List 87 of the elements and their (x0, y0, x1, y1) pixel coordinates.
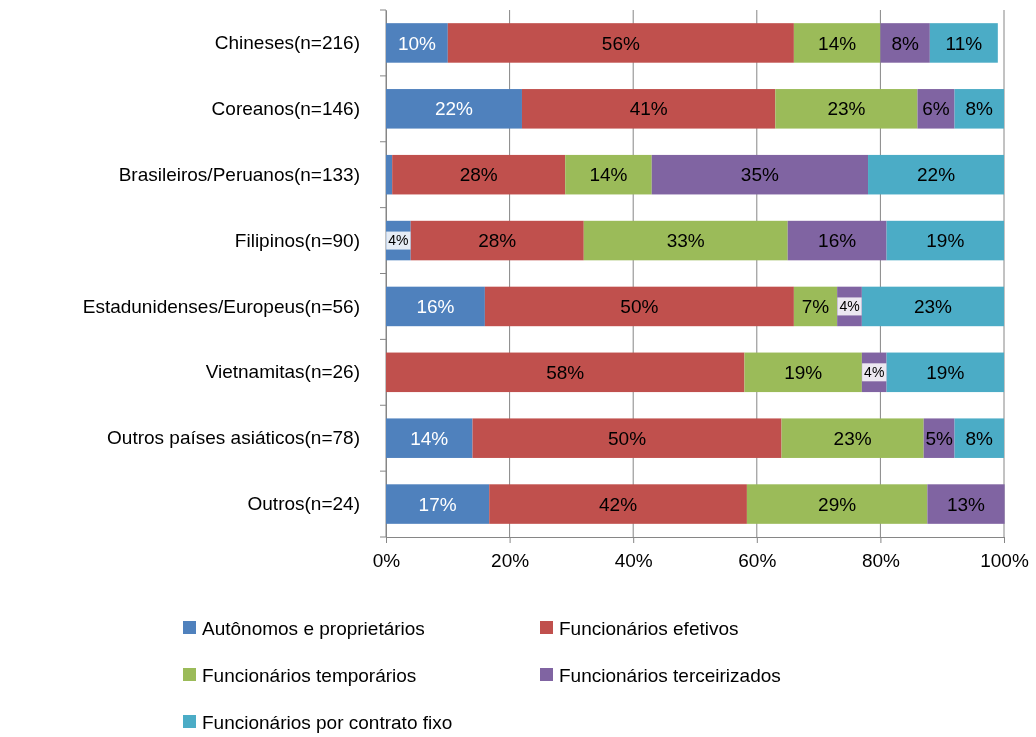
data-label: 5% (925, 427, 953, 449)
bar (386, 484, 490, 524)
bar (583, 220, 788, 261)
data-label: 13% (946, 493, 986, 515)
x-tick-label: 60% (738, 549, 777, 571)
data-label: 41% (629, 98, 668, 120)
data-label: 28% (478, 230, 517, 252)
y-tick-label: Brasileiros/Peruanos(n=133) (118, 163, 360, 185)
data-label: 4% (839, 298, 860, 315)
bar (861, 286, 1004, 327)
data-label: 14% (818, 32, 857, 54)
bar (746, 484, 928, 524)
legend-label: Funcionários temporários (202, 664, 417, 686)
data-label: 22% (917, 164, 956, 186)
bar (447, 23, 794, 63)
bar (386, 418, 473, 458)
x-tick-label: 20% (491, 549, 530, 571)
data-label: 8% (965, 427, 994, 449)
bar (886, 352, 1004, 393)
data-label: 56% (601, 32, 640, 54)
data-label: 10% (397, 32, 437, 54)
bar (484, 286, 794, 327)
bar (880, 23, 930, 63)
x-tick-label: 100% (980, 549, 1029, 571)
bar (868, 154, 1004, 195)
bar (927, 484, 1005, 524)
data-label: 23% (913, 296, 953, 318)
data-label: 42% (599, 493, 638, 515)
data-label: 58% (546, 361, 585, 383)
data-label: 6% (922, 98, 950, 120)
bar (386, 89, 522, 129)
bar (793, 23, 881, 63)
legend-label: Funcionários por contrato fixo (202, 711, 453, 733)
bar (386, 154, 393, 195)
data-label: 14% (410, 427, 449, 449)
bar (651, 154, 869, 195)
data-label: 4% (388, 232, 409, 249)
y-tick-label: Estadunidenses/Europeus(n=56) (82, 295, 360, 317)
data-label: 19% (784, 361, 823, 383)
bar (489, 484, 747, 524)
x-tick-label: 0% (372, 549, 401, 571)
data-label: 28% (459, 164, 498, 186)
bar (929, 23, 998, 63)
data-label: 29% (818, 493, 857, 515)
data-label: 23% (827, 98, 866, 120)
data-label: 11% (945, 32, 983, 54)
bar (781, 418, 924, 458)
data-label: 7% (801, 296, 830, 318)
bar (521, 89, 776, 129)
data-label: 23% (833, 427, 872, 449)
data-label: 19% (926, 361, 965, 383)
bar (472, 418, 782, 458)
y-tick-label: Outros países asiáticos(n=78) (107, 427, 360, 449)
bar (775, 89, 918, 129)
y-tick-label: Vietnamitas(n=26) (205, 361, 360, 383)
y-tick-label: Chineses(n=216) (214, 32, 360, 54)
bar (744, 352, 862, 393)
data-label: 8% (891, 32, 919, 54)
data-label: 50% (620, 296, 659, 318)
bar (886, 220, 1004, 261)
data-label: 4% (864, 364, 885, 381)
legend-label: Funcionários efetivos (559, 617, 739, 639)
y-tick-label: Coreanos(n=146) (211, 97, 360, 119)
data-label: 35% (740, 164, 780, 186)
data-label: 33% (666, 230, 705, 252)
bar (917, 89, 955, 129)
data-label: 14% (589, 164, 628, 186)
data-label: 50% (608, 427, 647, 449)
y-tick-label: Filipinos(n=90) (234, 229, 360, 251)
legend-label: Funcionários terceirizados (559, 664, 781, 686)
bar (565, 154, 652, 195)
bar (410, 220, 584, 261)
data-label: 16% (818, 230, 857, 252)
legend-label: Autônomos e proprietários (202, 617, 425, 639)
data-label: 17% (418, 493, 457, 515)
data-label: 8% (965, 98, 994, 120)
data-label: 16% (416, 296, 455, 318)
data-label: 22% (434, 98, 474, 120)
x-tick-label: 80% (861, 549, 901, 571)
y-tick-label: Outros(n=24) (247, 493, 360, 515)
x-tick-label: 40% (614, 549, 653, 571)
bar (392, 154, 566, 195)
bar (386, 23, 448, 63)
bar (386, 352, 745, 393)
data-label: 19% (926, 230, 965, 252)
bar (787, 220, 887, 261)
bar (386, 286, 485, 327)
